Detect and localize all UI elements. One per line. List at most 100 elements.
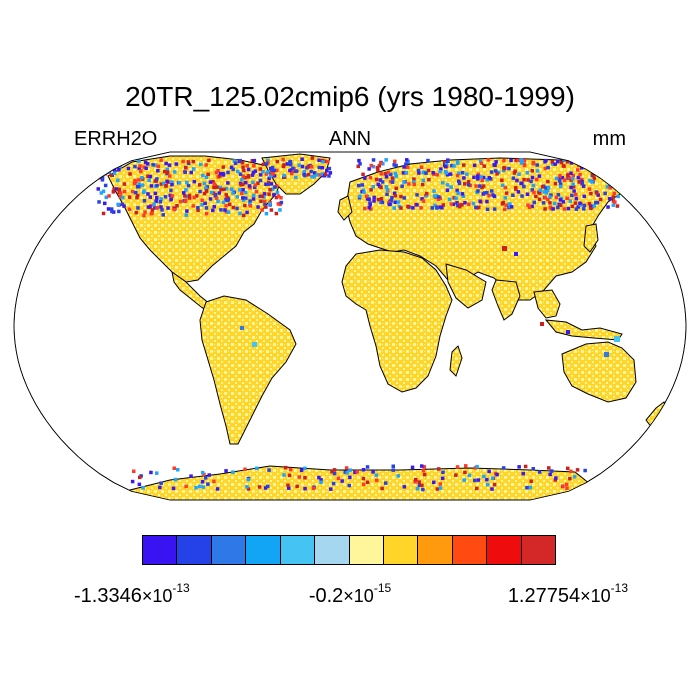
anomaly-cell [380, 180, 385, 184]
anomaly-cell [142, 213, 146, 218]
anomaly-cell [117, 168, 121, 172]
anomaly-cell [216, 168, 220, 173]
anomaly-cell [118, 195, 123, 199]
anomaly-cell [580, 181, 584, 186]
anomaly-cell [153, 191, 158, 196]
anomaly-cell [615, 204, 620, 208]
anomaly-cell [236, 169, 240, 174]
anomaly-cell [254, 190, 259, 194]
anomaly-cell [557, 176, 561, 181]
anomaly-cell [378, 178, 383, 182]
anomaly-cell [384, 175, 389, 179]
anomaly-cell [287, 486, 291, 490]
anomaly-cell [489, 170, 494, 174]
anomaly-cell [554, 176, 559, 181]
colorbar-label-min-exponent: -13 [172, 581, 190, 595]
anomaly-cell [525, 171, 530, 175]
anomaly-cell [204, 211, 209, 216]
anomaly-cell [231, 205, 236, 210]
anomaly-cell [449, 202, 453, 206]
anomaly-cell [562, 158, 566, 163]
anomaly-cell [329, 487, 333, 491]
anomaly-cell [215, 487, 220, 491]
anomaly-cell [528, 485, 533, 490]
anomaly-cell [96, 163, 101, 168]
anomaly-cell [508, 202, 512, 206]
anomaly-cell [432, 189, 436, 193]
anomaly-cell [417, 480, 421, 484]
anomaly-cell [569, 185, 573, 190]
anomaly-cell [414, 477, 418, 482]
colorbar-cell-12 [521, 536, 556, 564]
anomaly-cell [415, 487, 420, 491]
anomaly-cell [565, 196, 570, 200]
anomaly-cell [399, 206, 403, 210]
anomaly-cell [184, 484, 188, 489]
anomaly-cell [260, 208, 264, 212]
anomaly-cell [552, 201, 557, 206]
anomaly-cell [363, 176, 367, 180]
anomaly-cell [551, 207, 555, 211]
anomaly-cell [209, 190, 214, 195]
anomaly-cell [200, 203, 204, 207]
anomaly-cell [486, 158, 491, 162]
anomaly-cell [235, 195, 239, 199]
anomaly-cell [208, 180, 213, 184]
anomaly-cell [452, 196, 456, 200]
anomaly-cell [400, 184, 404, 188]
anomaly-cell [224, 187, 229, 191]
anomaly-cell [242, 168, 246, 173]
anomaly-cell [327, 174, 331, 178]
anomaly-cell [310, 165, 314, 169]
anomaly-cell [340, 479, 344, 483]
anomaly-cell [133, 164, 137, 169]
anomaly-cell [183, 170, 187, 174]
anomaly-cell [202, 472, 206, 477]
anomaly-cell [295, 169, 299, 173]
anomaly-cell [170, 194, 174, 198]
anomaly-cell [589, 206, 593, 211]
anomaly-cell [264, 172, 269, 176]
anomaly-cell [522, 158, 527, 163]
anomaly-cell [204, 189, 209, 193]
anomaly-cell [387, 202, 392, 207]
anomaly-cell [439, 167, 443, 171]
anomaly-cell [303, 173, 307, 178]
anomaly-cell [616, 170, 621, 175]
anomaly-cell [437, 195, 441, 199]
anomaly-cell [559, 203, 563, 207]
anomaly-cell [375, 478, 379, 483]
anomaly-cell [569, 171, 573, 175]
arabia [445, 263, 487, 309]
anomaly-cell [404, 162, 408, 166]
colorbar-cell-8 [383, 536, 419, 564]
anomaly-cell [458, 205, 462, 209]
anomaly-cell [256, 181, 260, 185]
anomaly-cell [221, 200, 226, 205]
anomaly-cell [603, 173, 608, 177]
anomaly-cell [207, 473, 211, 477]
anomaly-cell [325, 168, 329, 173]
anomaly-cell [390, 196, 394, 200]
anomaly-cell [569, 469, 573, 474]
anomaly-cell [482, 164, 486, 168]
anomaly-cell [384, 481, 388, 485]
anomaly-cell [287, 473, 292, 478]
anomaly-cell [538, 188, 543, 192]
anomaly-cell [238, 172, 243, 176]
anomaly-cell [347, 483, 351, 488]
anomaly-cell [462, 478, 466, 482]
anomaly-cell [165, 170, 170, 174]
colorbar-label-max-exponent: -13 [610, 581, 628, 595]
anomaly-cell [525, 192, 530, 196]
anomaly-cell [385, 192, 389, 197]
anomaly-cell [150, 208, 155, 212]
anomaly-cell [582, 207, 586, 211]
anomaly-cell [371, 470, 375, 474]
anomaly-cell [595, 169, 599, 174]
anomaly-cell [365, 465, 370, 469]
anomaly-cell [441, 203, 445, 207]
anomaly-cell [137, 159, 141, 163]
colorbar-cell-2 [177, 536, 212, 564]
anomaly-cell [490, 476, 495, 480]
